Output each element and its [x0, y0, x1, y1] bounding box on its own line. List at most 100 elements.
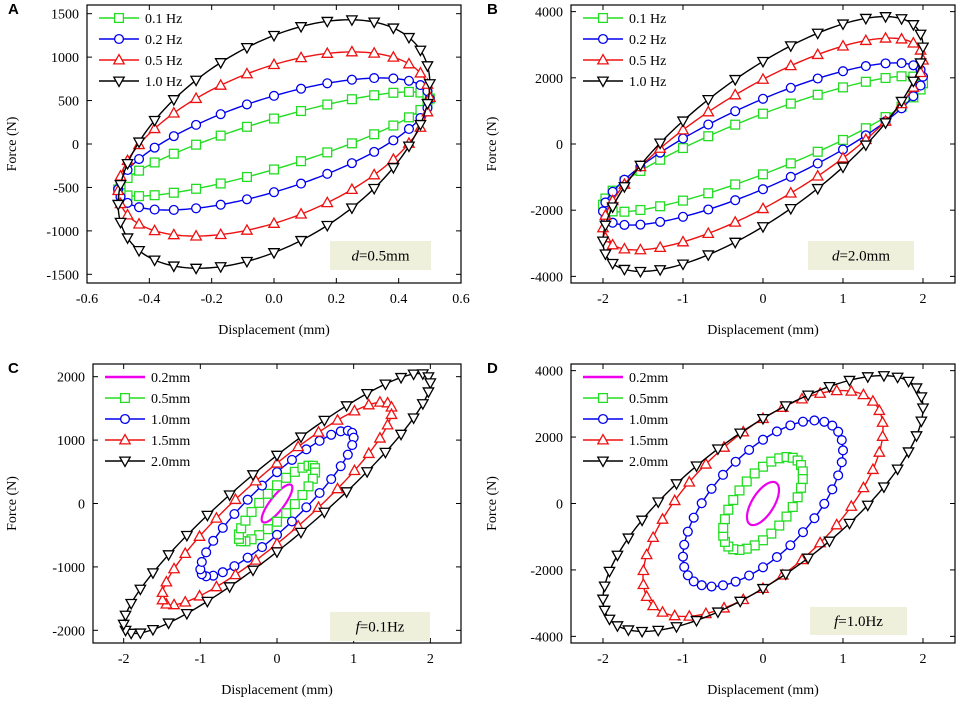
data-point	[656, 605, 669, 617]
legend-label: 1.0 Hz	[145, 75, 182, 90]
data-point	[653, 265, 667, 277]
data-point	[201, 596, 214, 609]
data-point	[168, 148, 179, 159]
data-point	[766, 528, 777, 539]
data-point	[784, 59, 798, 71]
data-point	[670, 479, 683, 491]
data-point	[167, 228, 181, 240]
panel-letter: D	[487, 360, 498, 377]
data-point	[178, 546, 192, 559]
y-axis-title: Force (N)	[485, 116, 500, 171]
data-point	[148, 255, 161, 267]
data-point	[422, 372, 435, 384]
series-line	[260, 483, 294, 524]
data-point	[189, 75, 203, 87]
data-point	[342, 449, 353, 460]
data-point	[756, 583, 770, 596]
data-point	[728, 74, 742, 87]
data-point	[914, 58, 927, 70]
data-point	[823, 381, 836, 394]
data-point	[148, 121, 161, 134]
data-point	[331, 482, 344, 494]
data-point	[891, 464, 904, 476]
data-point	[388, 87, 399, 98]
x-tick-label: 0	[760, 652, 767, 667]
data-point	[823, 536, 836, 548]
x-tick-label: -0.4	[138, 292, 160, 307]
data-point	[421, 98, 434, 111]
legend-label: 0.2mm	[629, 371, 668, 386]
series-0.1-Hz	[113, 86, 435, 202]
data-point	[653, 138, 667, 150]
data-point	[270, 456, 284, 468]
data-point	[682, 570, 693, 581]
data-point	[162, 550, 175, 562]
legend-marker	[119, 392, 131, 404]
data-point	[779, 401, 793, 413]
data-point	[148, 115, 161, 128]
legend-marker	[112, 53, 126, 65]
legend-entry: 0.5 Hz	[583, 53, 666, 69]
data-point	[744, 444, 755, 455]
legend-marker	[118, 433, 132, 445]
legend-label: 0.2 Hz	[629, 33, 666, 48]
data-point	[668, 493, 682, 506]
y-tick-label: -2000	[530, 204, 563, 219]
series-line	[161, 401, 393, 606]
data-point	[734, 485, 745, 496]
legend-entry: 1.5mm	[583, 433, 668, 449]
data-point	[718, 522, 729, 533]
data-point	[214, 262, 228, 274]
data-point	[403, 123, 415, 135]
series-line	[745, 480, 781, 527]
data-point	[733, 428, 747, 440]
data-point	[916, 403, 930, 415]
data-point	[217, 567, 228, 578]
data-point	[294, 527, 308, 540]
data-point	[346, 94, 357, 105]
data-point	[124, 598, 138, 611]
x-tick-label: 0.2	[328, 292, 346, 307]
x-axis-title: Displacement (mm)	[218, 323, 330, 338]
data-point	[189, 263, 203, 275]
legend-marker	[597, 413, 609, 425]
data-point	[797, 474, 808, 485]
data-point	[394, 429, 408, 441]
legend-entry: 1.0 Hz	[583, 75, 666, 90]
data-point	[651, 625, 665, 638]
data-point	[160, 575, 173, 587]
data-point	[757, 184, 769, 195]
legend-entry: 0.2mm	[105, 371, 190, 386]
data-point	[346, 74, 357, 85]
data-point	[414, 45, 427, 57]
data-point	[701, 226, 715, 238]
annotation-text: d=0.5mm	[351, 249, 409, 265]
data-point	[677, 143, 689, 154]
data-point	[859, 33, 873, 46]
data-point	[757, 169, 769, 180]
data-point	[813, 536, 827, 548]
data-point	[843, 518, 856, 531]
data-point	[785, 158, 796, 169]
data-point	[403, 86, 415, 97]
data-point	[267, 57, 281, 70]
data-point	[191, 139, 202, 150]
data-point	[422, 387, 435, 399]
data-point	[241, 121, 252, 132]
data-point	[262, 524, 273, 535]
data-point	[646, 530, 660, 543]
data-point	[756, 56, 770, 69]
legend-label: 1.5mm	[629, 434, 668, 449]
data-point	[240, 515, 251, 526]
data-point	[156, 593, 169, 605]
data-point	[646, 599, 660, 611]
data-point	[811, 47, 825, 60]
data-point	[830, 384, 844, 396]
data-point	[271, 516, 283, 527]
data-point	[836, 151, 850, 163]
data-point	[640, 589, 653, 602]
data-point	[229, 508, 240, 520]
data-point	[322, 168, 333, 179]
data-point	[191, 183, 202, 194]
